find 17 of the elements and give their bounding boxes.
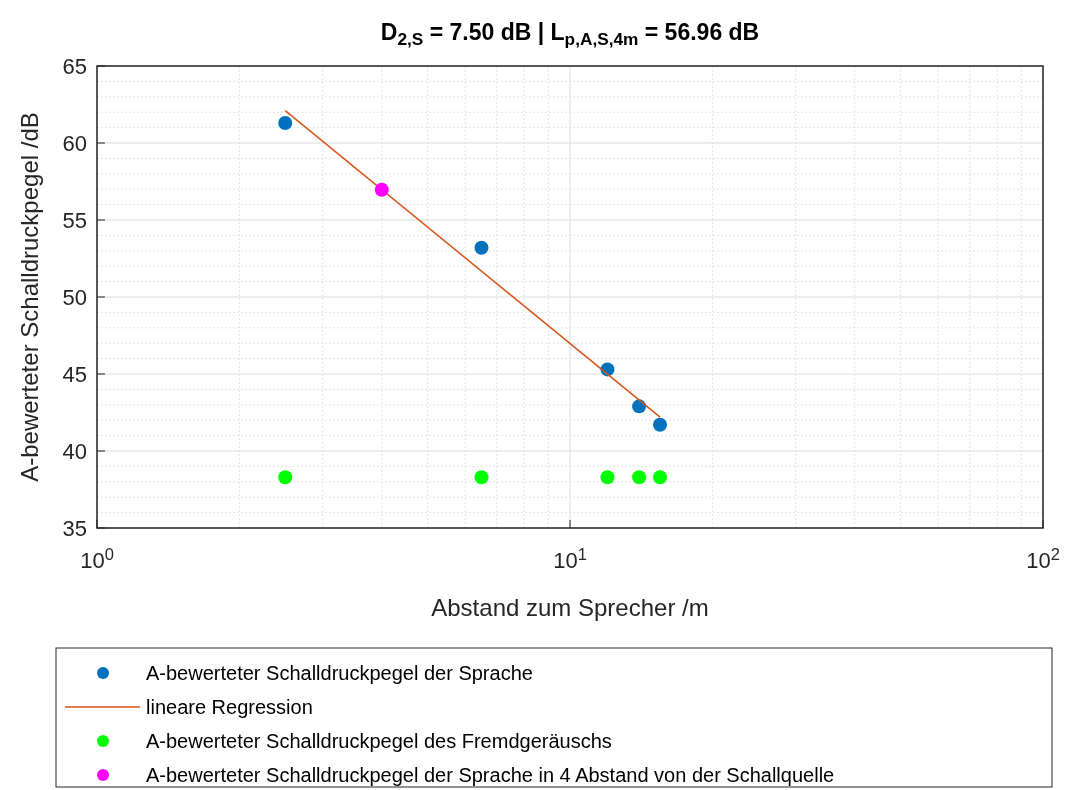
x-tick-label: 10$^{1}$ (553, 545, 587, 573)
y-tick-label: 45 (62, 362, 87, 387)
y-tick-label: 50 (62, 285, 87, 310)
y-tick-label: 55 (62, 208, 87, 233)
legend-label: lineare Regression (146, 696, 313, 718)
y-tick-label: 60 (62, 131, 87, 156)
x-tick-label: 10$^{2}$ (1026, 545, 1060, 573)
legend-label: A-bewerteter Schalldruckpegel der Sprache (146, 662, 533, 684)
legend-label: A-bewerteter Schalldruckpegel des Fremdgeräuschs (146, 730, 612, 752)
y-axis-title: A-bewerteter Schalldruckpegel /dB (16, 112, 43, 482)
legend-label: A-bewerteter Schalldruckpegel der Sprache in 4 Abstand von der Schallquelle (146, 764, 835, 786)
x-tick-label: 10$^{0}$ (80, 545, 114, 573)
y-tick-label: 40 (62, 439, 87, 464)
chart-title: D$_{2,S}$ = 7.50 dB | L$_{p,A,S,4m}$ = 56.96 dB (380, 19, 760, 50)
y-tick-label: 35 (62, 516, 87, 541)
y-tick-label: 65 (62, 54, 87, 79)
x-axis-title: Abstand zum Sprecher /m (431, 594, 709, 621)
